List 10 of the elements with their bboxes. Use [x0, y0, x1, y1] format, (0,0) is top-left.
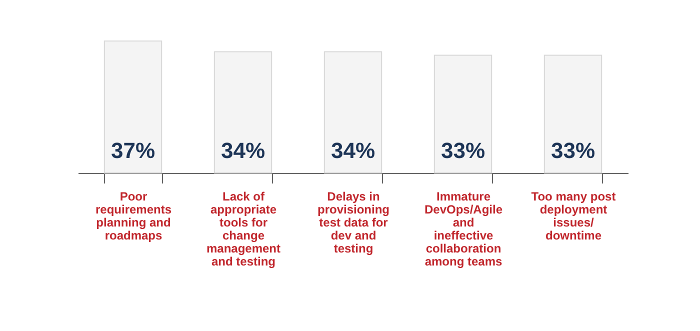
x-tick-label: Poor requirements planning and roadmaps: [95, 190, 172, 242]
x-tick-label: Lack of appropriate tools for change management and testing: [206, 190, 281, 268]
data-label: 37%: [110, 138, 156, 163]
data-label: 33%: [440, 138, 486, 163]
x-tick-label: Immature DevOps/Agile and ineffective collaboration among teams: [424, 190, 503, 268]
data-label: 34%: [220, 138, 266, 163]
x-tick-label: Delays in provisioning test data for dev and testing: [318, 190, 390, 256]
data-label: 33%: [550, 138, 596, 163]
x-tick-label: Too many post deployment issues/ downtime: [531, 190, 616, 242]
data-label: 34%: [330, 138, 376, 163]
